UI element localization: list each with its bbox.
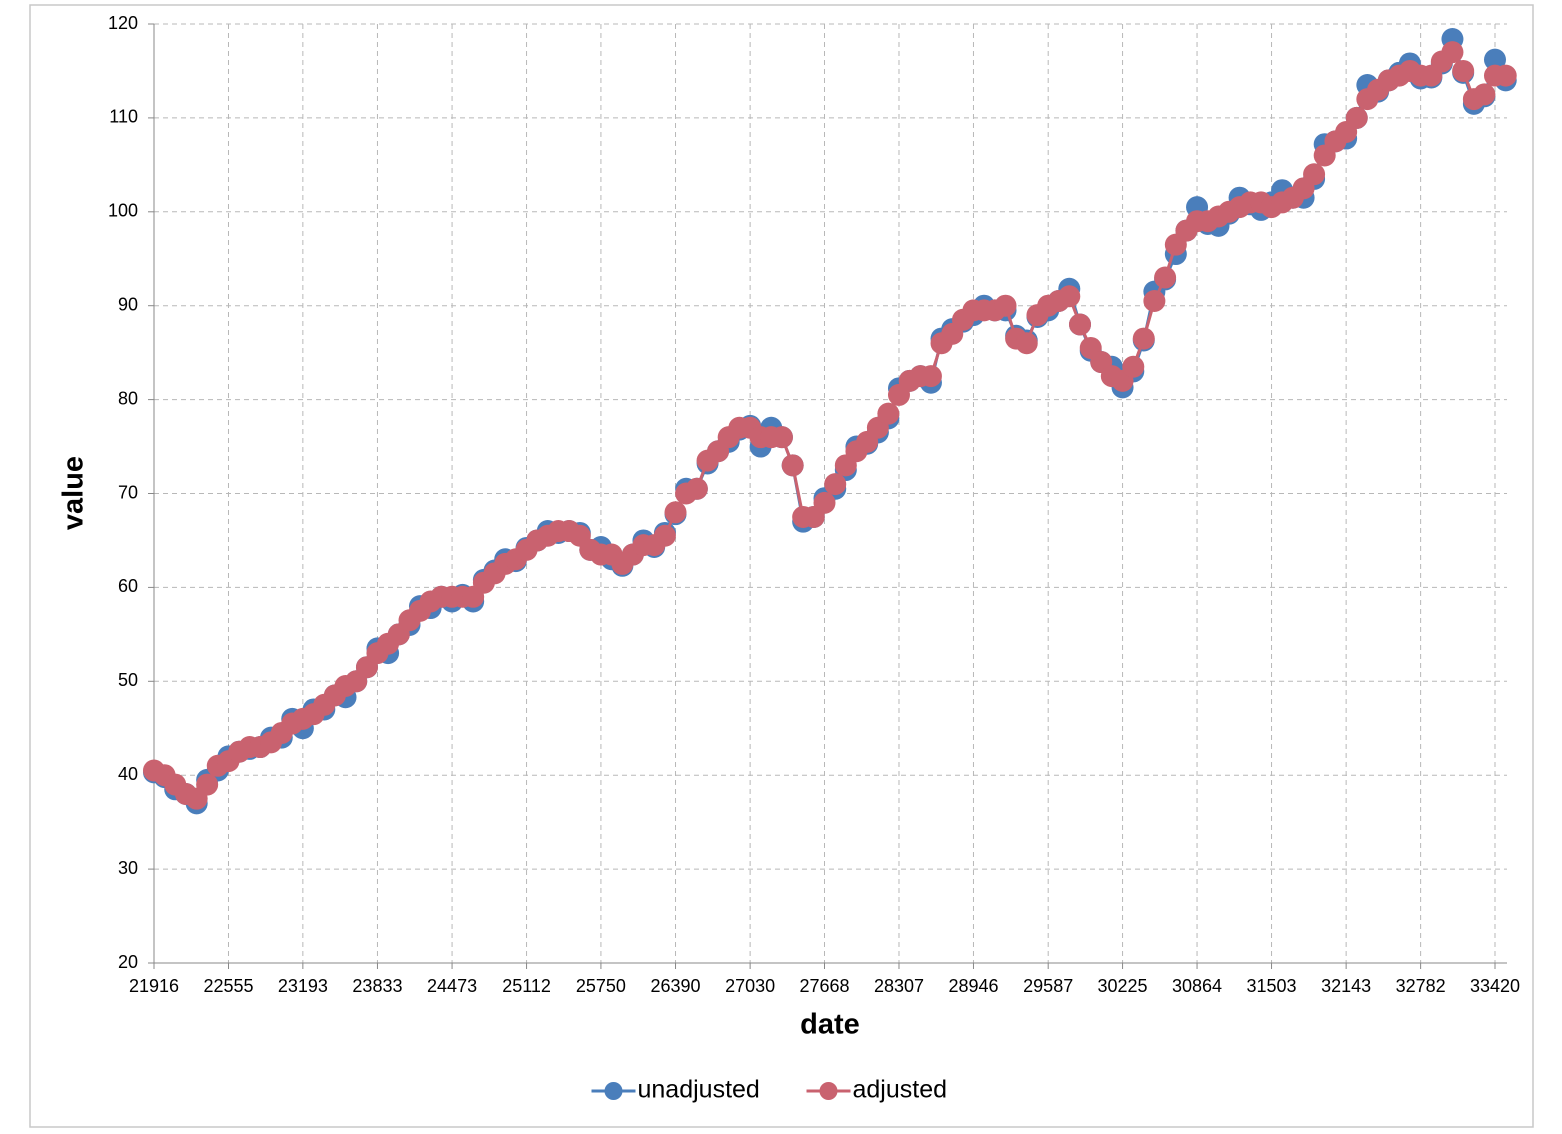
marker: [1132, 327, 1155, 350]
x-tick-label: 22555: [203, 976, 253, 996]
marker: [1122, 355, 1145, 378]
marker: [994, 294, 1017, 317]
marker: [1154, 266, 1177, 289]
marker: [781, 454, 804, 477]
x-tick-label: 24473: [427, 976, 477, 996]
y-tick-label: 70: [118, 482, 138, 502]
y-tick-label: 80: [118, 388, 138, 408]
x-tick-label: 32143: [1321, 976, 1371, 996]
y-tick-label: 40: [118, 764, 138, 784]
x-tick-label: 27668: [799, 976, 849, 996]
marker: [770, 426, 793, 449]
y-tick-label: 90: [118, 294, 138, 314]
x-tick-label: 28307: [874, 976, 924, 996]
x-tick-label: 23193: [278, 976, 328, 996]
marker: [877, 402, 900, 425]
marker: [653, 524, 676, 547]
x-tick-label: 27030: [725, 976, 775, 996]
marker: [196, 773, 219, 796]
x-tick-label: 26390: [650, 976, 700, 996]
x-tick-label: 23833: [352, 976, 402, 996]
marker: [824, 473, 847, 496]
marker: [1473, 83, 1496, 106]
x-tick-label: 25750: [576, 976, 626, 996]
legend-label: adjusted: [853, 1076, 948, 1104]
y-axis-title: value: [58, 456, 90, 530]
y-tick-label: 110: [109, 107, 138, 127]
marker: [813, 491, 836, 514]
marker: [1345, 106, 1368, 129]
marker: [664, 501, 687, 524]
y-tick-label: 60: [118, 576, 138, 596]
x-tick-label: 25112: [502, 976, 551, 996]
y-tick-label: 20: [118, 952, 138, 972]
marker: [1452, 59, 1475, 82]
marker: [1483, 48, 1506, 71]
x-tick-label: 29587: [1023, 976, 1073, 996]
x-tick-label: 30864: [1172, 976, 1222, 996]
legend-marker: [819, 1082, 838, 1100]
marker: [1015, 332, 1038, 355]
legend-marker: [604, 1082, 623, 1100]
marker: [1303, 163, 1326, 186]
x-tick-label: 31503: [1247, 976, 1297, 996]
marker: [1058, 285, 1081, 308]
marker: [919, 365, 942, 388]
x-tick-label: 28946: [948, 976, 998, 996]
x-tick-label: 32782: [1396, 976, 1446, 996]
legend-label: unadjusted: [638, 1076, 760, 1104]
marker: [1069, 313, 1092, 336]
x-tick-label: 33420: [1470, 976, 1520, 996]
marker: [1143, 290, 1166, 313]
marker: [685, 477, 708, 500]
x-tick-label: 21916: [129, 976, 179, 996]
y-tick-label: 120: [108, 13, 138, 33]
y-tick-label: 50: [118, 670, 138, 690]
x-axis-title: date: [800, 1009, 860, 1041]
marker: [1494, 64, 1517, 87]
marker: [1441, 41, 1464, 64]
y-tick-label: 100: [108, 201, 138, 221]
y-tick-label: 30: [118, 858, 138, 878]
x-tick-label: 30225: [1098, 976, 1148, 996]
